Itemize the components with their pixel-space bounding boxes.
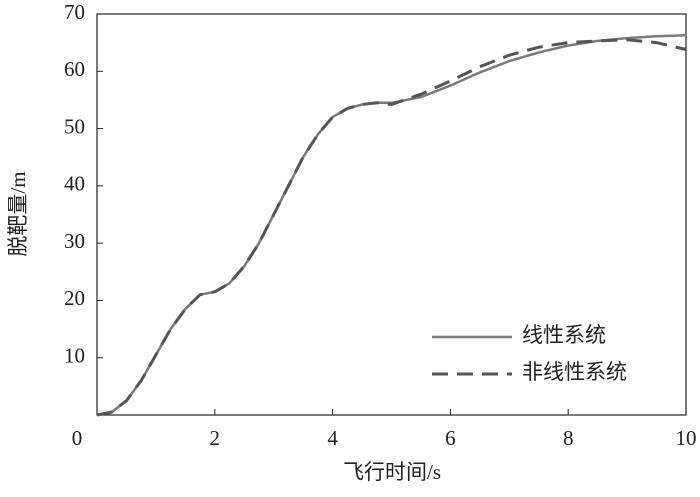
x-tick-label: 8 (563, 426, 574, 450)
legend-label: 线性系统 (522, 323, 606, 347)
x-tick-label: 0 (72, 426, 83, 450)
y-tick-label: 20 (64, 286, 85, 310)
x-tick-label: 2 (210, 426, 221, 450)
y-tick-label: 70 (64, 0, 85, 24)
series-line (96, 38, 687, 417)
y-tick-label: 60 (64, 57, 85, 81)
x-tick-label: 6 (445, 426, 456, 450)
y-axis-label: 脱靶量/m (6, 171, 30, 256)
x-tick-label: 4 (327, 426, 338, 450)
y-tick-label: 50 (64, 114, 85, 138)
y-tick-label: 10 (64, 344, 85, 368)
x-axis-label: 飞行时间/s (343, 460, 441, 484)
legend-label: 非线性系统 (522, 360, 627, 384)
series-line (96, 33, 687, 417)
y-tick-label: 40 (64, 172, 85, 196)
y-tick-label: 30 (64, 229, 85, 253)
x-tick-label: 10 (676, 426, 697, 450)
plot-frame (96, 13, 687, 416)
